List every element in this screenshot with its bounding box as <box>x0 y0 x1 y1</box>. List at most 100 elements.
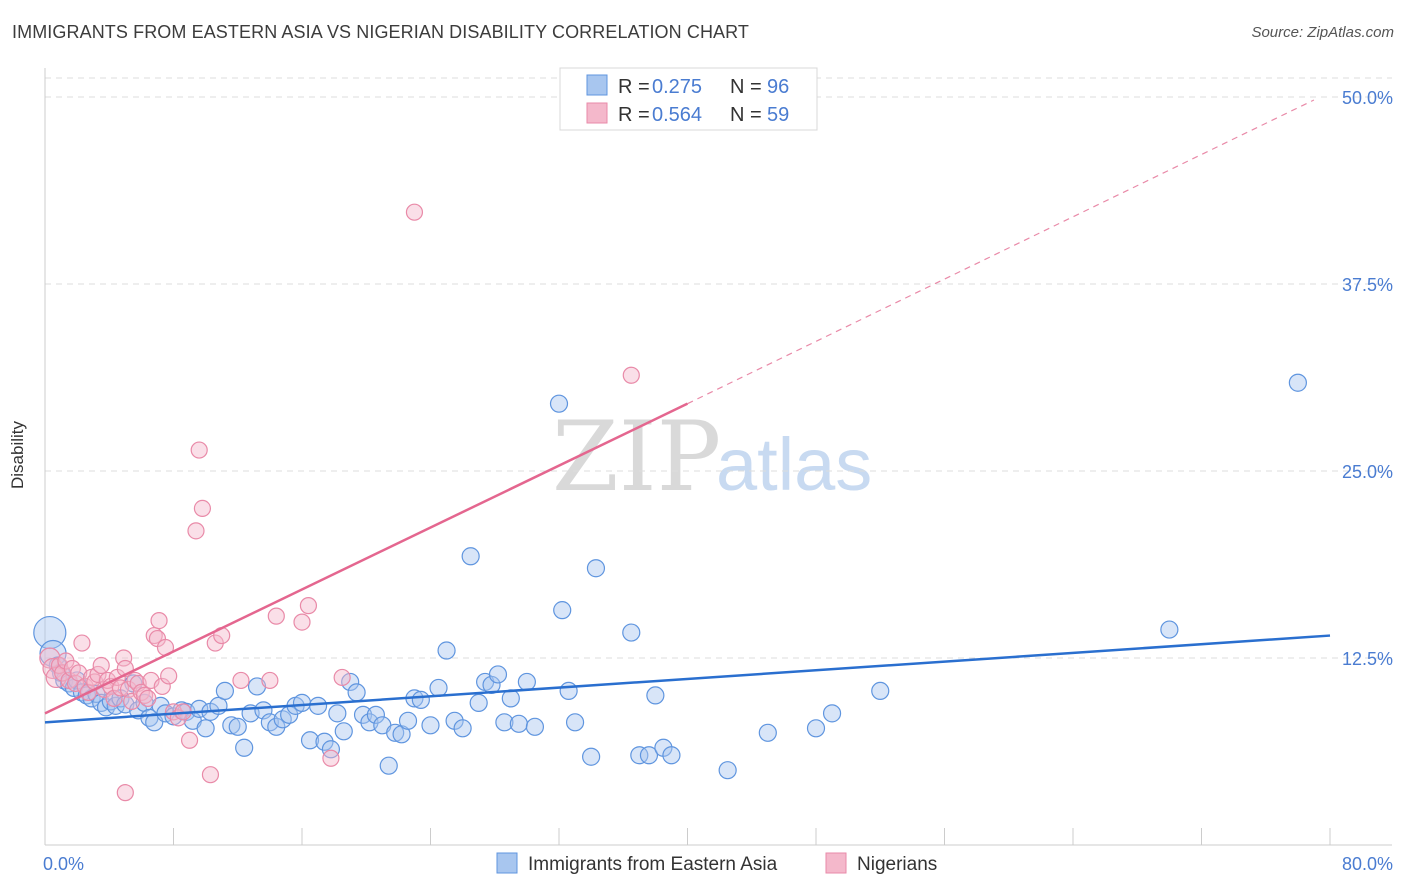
point-eastern-asia <box>215 681 234 701</box>
point-eastern-asia <box>630 746 649 765</box>
point-nigerians <box>190 441 208 459</box>
point-eastern-asia <box>334 722 353 741</box>
point-eastern-asia <box>806 719 826 738</box>
y-tick-label: 25.0% <box>1342 462 1393 482</box>
point-nigerians <box>153 677 171 696</box>
point-nigerians <box>405 203 424 221</box>
chart-title: IMMIGRANTS FROM EASTERN ASIA VS NIGERIAN… <box>12 22 750 42</box>
point-eastern-asia <box>517 672 536 692</box>
legend-swatch-pink <box>586 102 608 124</box>
point-eastern-asia <box>822 704 842 723</box>
point-eastern-asia <box>366 705 385 724</box>
legend-n-value-blue: 96 <box>767 76 789 98</box>
legend-r-value-pink: 0.564 <box>652 104 702 126</box>
legend-n-label-pink: N = <box>730 104 762 126</box>
point-eastern-asia <box>315 732 334 751</box>
point-eastern-asia <box>235 738 254 757</box>
point-eastern-asia <box>437 641 456 660</box>
trend-nigerians-extension <box>687 99 1315 405</box>
legend-r-label-pink: R = <box>618 104 650 126</box>
point-eastern-asia <box>411 690 430 709</box>
point-eastern-asia <box>622 623 641 642</box>
y-ticks: 12.5% 25.0% 37.5% 50.0% <box>1342 88 1393 669</box>
point-nigerians <box>89 665 107 684</box>
point-nigerians <box>92 656 110 675</box>
point-nigerians <box>132 683 150 702</box>
point-nigerians <box>232 671 250 690</box>
x-tick-label-max: 80.0% <box>1342 854 1393 874</box>
legend-top: R = 0.275 N = 96 R = 0.564 N = 59 <box>559 67 818 131</box>
point-eastern-asia <box>321 740 341 759</box>
watermark-zip: ZIP <box>552 401 721 513</box>
point-eastern-asia <box>1288 373 1307 392</box>
point-nigerians <box>73 634 91 652</box>
point-nigerians <box>293 613 311 631</box>
legend-swatch-blue <box>586 74 608 96</box>
x-tick-label-min: 0.0% <box>43 854 84 874</box>
point-nigerians <box>201 766 220 784</box>
point-eastern-asia <box>222 716 241 735</box>
legend-n-label-blue: N = <box>730 76 762 98</box>
series-eastern-asia-points <box>33 373 1307 780</box>
point-nigerians <box>267 607 285 625</box>
point-nigerians <box>622 366 640 384</box>
point-nigerians <box>261 671 279 690</box>
point-eastern-asia <box>308 696 328 715</box>
axes <box>44 68 1392 846</box>
point-nigerians <box>299 597 318 615</box>
point-nigerians <box>116 784 134 802</box>
point-eastern-asia <box>1160 620 1179 639</box>
point-eastern-asia <box>662 746 681 765</box>
y-tick-label: 50.0% <box>1342 88 1393 108</box>
point-eastern-asia <box>495 713 514 732</box>
point-eastern-asia <box>196 719 215 738</box>
point-nigerians <box>139 689 157 707</box>
legend-bottom: Immigrants from Eastern Asia Nigerians <box>496 852 937 875</box>
chart-source: Source: ZipAtlas.com <box>1251 24 1394 41</box>
point-eastern-asia <box>509 714 528 733</box>
point-eastern-asia <box>453 719 472 738</box>
point-eastern-asia <box>341 672 360 692</box>
point-eastern-asia <box>586 559 606 578</box>
x-ticks: 0.0% 80.0% <box>43 854 1393 874</box>
y-tick-label: 12.5% <box>1342 649 1393 669</box>
point-eastern-asia <box>639 746 659 765</box>
legend-n-value-pink: 59 <box>767 104 789 126</box>
point-nigerians <box>135 686 154 705</box>
trend-eastern-asia <box>44 634 1331 724</box>
point-eastern-asia <box>582 747 601 766</box>
y-tick-label: 37.5% <box>1342 275 1393 295</box>
point-eastern-asia <box>247 677 267 696</box>
watermark-atlas: atlas <box>716 423 872 506</box>
bottom-legend-swatch-pink <box>825 852 847 874</box>
point-nigerians <box>187 522 205 540</box>
point-eastern-asia <box>758 723 777 742</box>
point-nigerians <box>160 667 178 685</box>
point-eastern-asia <box>429 678 448 698</box>
point-nigerians <box>105 689 123 707</box>
point-eastern-asia <box>469 693 488 712</box>
point-eastern-asia <box>549 394 569 413</box>
point-eastern-asia <box>488 665 508 684</box>
bottom-legend-label-pink: Nigerians <box>857 854 937 875</box>
point-eastern-asia <box>328 704 347 723</box>
watermark: ZIP atlas <box>552 401 872 513</box>
point-eastern-asia <box>421 716 440 735</box>
point-nigerians <box>66 674 85 693</box>
point-eastern-asia <box>300 731 320 750</box>
point-eastern-asia <box>565 713 585 732</box>
point-eastern-asia <box>267 717 286 736</box>
point-eastern-asia <box>228 717 247 736</box>
point-eastern-asia <box>347 683 366 702</box>
point-eastern-asia <box>379 756 398 775</box>
bottom-legend-swatch-blue <box>496 852 518 874</box>
point-nigerians <box>180 731 199 749</box>
trend-lines <box>44 99 1331 724</box>
bottom-legend-label-blue: Immigrants from Eastern Asia <box>528 854 778 875</box>
legend-r-value-blue: 0.275 <box>652 76 702 98</box>
point-eastern-asia <box>461 547 480 566</box>
point-eastern-asia <box>559 681 578 701</box>
point-eastern-asia <box>398 711 418 730</box>
point-eastern-asia <box>871 681 890 701</box>
